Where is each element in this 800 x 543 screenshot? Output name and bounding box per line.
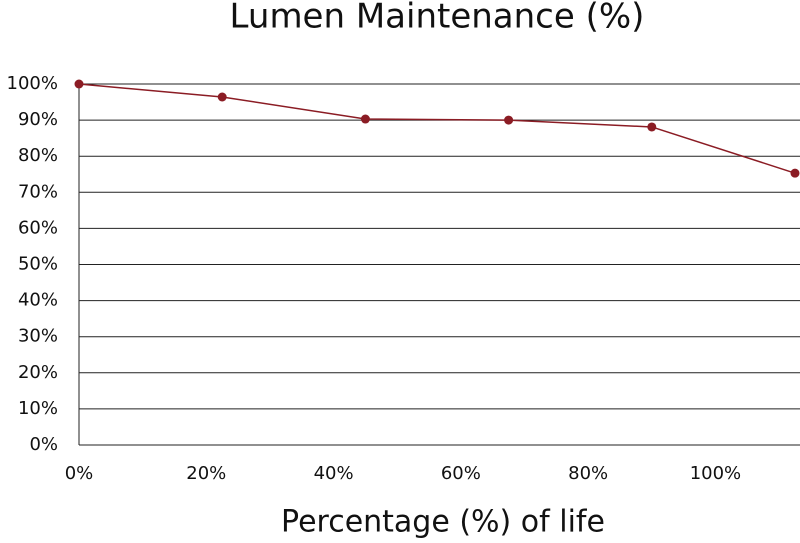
data-point: [504, 115, 514, 125]
y-tick-label: 40%: [18, 290, 58, 311]
data-line: [78, 83, 796, 174]
y-tick-label: 30%: [18, 326, 58, 347]
data-point: [790, 168, 800, 178]
x-axis-label: Percentage (%) of life: [281, 505, 605, 540]
x-tick-label: 20%: [186, 463, 226, 484]
data-point: [647, 122, 657, 132]
y-tick-label: 60%: [18, 217, 58, 238]
y-tick-label: 20%: [18, 362, 58, 383]
chart-title: Lumen Maintenance (%): [230, 0, 645, 37]
x-tick-label: 80%: [568, 463, 608, 484]
y-tick-label: 70%: [18, 181, 58, 202]
y-tick-label: 90%: [18, 109, 58, 130]
x-tick-label: 100%: [690, 463, 741, 484]
y-tick-label: 10%: [18, 398, 58, 419]
x-tick-label: 40%: [314, 463, 354, 484]
data-point: [74, 79, 84, 89]
data-point: [360, 114, 370, 124]
y-tick-label: 80%: [18, 145, 58, 166]
y-tick-label: 0%: [29, 434, 58, 455]
y-tick-label: 100%: [7, 73, 58, 94]
data-point: [217, 92, 227, 102]
x-tick-label: 0%: [65, 463, 94, 484]
y-tick-label: 50%: [18, 254, 58, 275]
x-tick-label: 60%: [441, 463, 481, 484]
